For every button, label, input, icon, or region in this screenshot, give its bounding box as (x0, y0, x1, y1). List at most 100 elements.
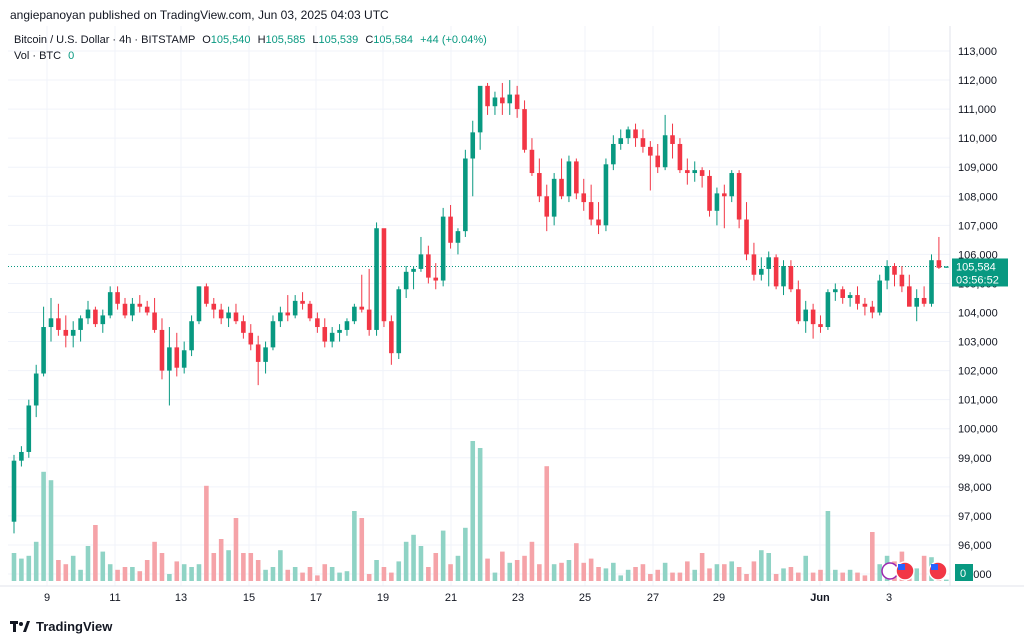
candle-body (485, 85, 490, 107)
volume-bar (107, 564, 113, 581)
volume-bar (559, 562, 564, 581)
date-tick-label: Jun (810, 592, 830, 604)
volume-label[interactable]: Vol · BTC (14, 50, 62, 62)
volume-bar (433, 553, 439, 581)
candle-body (840, 289, 846, 298)
price-tick-label: 97,000 (958, 511, 992, 523)
candle-body (788, 266, 794, 290)
volume-badge-value: 0 (960, 568, 966, 580)
candle-body (588, 202, 594, 220)
candle-body (559, 178, 564, 197)
candle-body (226, 312, 231, 319)
date-tick-label: 15 (243, 592, 255, 604)
candle-body (574, 161, 579, 194)
candle-body (833, 289, 838, 293)
volume-bar (196, 564, 202, 581)
volume-bar (825, 511, 831, 581)
candle-body (93, 309, 98, 325)
volume-bar (278, 550, 283, 581)
volume-bar (159, 553, 165, 581)
price-tick-label: 96,000 (958, 540, 992, 552)
candle-body (285, 312, 291, 316)
volume-bar (500, 551, 505, 581)
volume-bar (729, 561, 735, 581)
candle-body (11, 460, 17, 522)
volume-bar (596, 567, 601, 581)
candle-body (514, 94, 520, 110)
volume-bar (877, 564, 883, 581)
candle-body (211, 303, 217, 310)
volume-bar (403, 541, 409, 581)
date-tick-label: 13 (175, 592, 187, 604)
volume-bar (418, 546, 424, 581)
brand-name: TradingView (36, 619, 113, 634)
candle-body (189, 321, 194, 351)
volume-bar (655, 569, 661, 581)
volume-bar (611, 562, 616, 581)
tradingview-logo[interactable]: TradingView (10, 619, 112, 634)
candle-body (929, 260, 934, 304)
volume-bar (685, 561, 690, 581)
date-tick-label: 23 (512, 592, 524, 604)
candle-body (33, 373, 39, 406)
candle-body (122, 303, 128, 316)
candle-body (507, 94, 513, 104)
date-tick-label: 9 (44, 592, 50, 604)
volume-bar (463, 527, 468, 581)
volume-bar (248, 553, 254, 581)
candle-body (862, 303, 868, 307)
candle-body (736, 173, 742, 220)
candle-body (870, 306, 875, 313)
volume-bar (544, 466, 550, 581)
volume-bar (352, 511, 357, 581)
volume-bar (507, 562, 513, 581)
candle-body (167, 347, 172, 371)
candle-body (537, 173, 542, 197)
candle-body (921, 297, 927, 304)
volume-bar (329, 567, 335, 581)
volume-bar (56, 560, 61, 581)
candle-body (670, 135, 675, 144)
volume-bar (241, 553, 246, 581)
volume-bar (70, 555, 76, 581)
date-tick-label: 25 (579, 592, 591, 604)
volume-bar (477, 448, 483, 581)
volume-bar (581, 562, 587, 581)
symbol-title[interactable]: Bitcoin / U.S. Dollar · 4h · BITSTAMP (14, 34, 196, 46)
candle-body (396, 289, 402, 354)
date-axis: 9 11 13 15 17 19 21 23 25 27 29 Jun 3 (44, 592, 892, 604)
candle-body (440, 216, 446, 281)
candle-body (418, 254, 424, 269)
candle-body (899, 274, 905, 287)
date-tick-label: 29 (713, 592, 725, 604)
candle-body (751, 254, 757, 275)
candle-body (847, 295, 853, 298)
price-tick-label: 102,000 (958, 366, 998, 378)
candle-body (292, 300, 298, 316)
candle-body (662, 135, 668, 168)
chart-legend: Bitcoin / U.S. Dollar · 4h · BITSTAMP O1… (14, 32, 487, 64)
volume-bars (11, 441, 949, 581)
volume-bar (130, 567, 135, 581)
candle-body (48, 318, 54, 328)
price-tick-label: 98,000 (958, 482, 992, 494)
volume-bar (374, 560, 379, 581)
volume-bar (115, 569, 120, 581)
volume-bar (744, 574, 749, 581)
candle-body (818, 324, 823, 328)
price-tick-label: 111,000 (958, 104, 996, 116)
events-icons[interactable] (881, 561, 948, 581)
candle-body (248, 332, 254, 345)
price-chart[interactable]: 113,000 112,000 111,000 110,000 109,000 108,0… (0, 26, 1024, 611)
volume-bar (263, 569, 268, 581)
candle-body (936, 260, 942, 268)
candle-body (130, 303, 135, 316)
high-value: 105,585 (265, 34, 306, 46)
candle-body (892, 266, 897, 275)
candle-body (263, 347, 268, 362)
change-value: +44 (+0.04%) (420, 34, 487, 46)
volume-bar (389, 572, 394, 581)
volume-bar (492, 572, 498, 581)
candle-body (766, 257, 772, 269)
price-tick-label: 99,000 (958, 453, 992, 465)
